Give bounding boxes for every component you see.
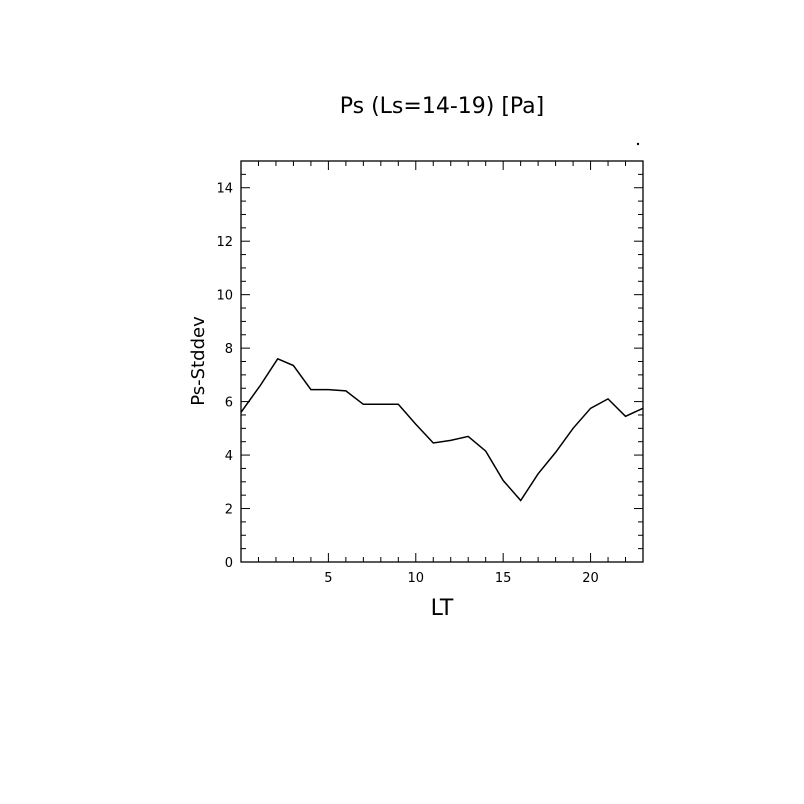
y-tick-label: 0 xyxy=(225,556,233,571)
x-tick-label: 10 xyxy=(408,571,425,586)
x-axis-label: LT xyxy=(431,596,454,621)
chart-title: Ps (Ls=14-19) [Pa] xyxy=(340,94,545,119)
y-tick-label: 8 xyxy=(225,342,233,357)
corner-dot xyxy=(636,142,640,146)
tick-labels: 5 10 15 20 0 2 4 6 8 10 12 14 xyxy=(216,182,598,586)
y-axis-label: Ps-Stddev xyxy=(188,316,209,406)
y-tick-label: 6 xyxy=(225,396,233,411)
x-tick-label: 5 xyxy=(324,571,332,586)
x-tick-label: 20 xyxy=(582,571,599,586)
y-tick-label: 10 xyxy=(216,289,233,304)
y-tick-label: 2 xyxy=(225,503,233,518)
y-tick-label: 12 xyxy=(216,235,233,250)
y-tick-label: 4 xyxy=(225,449,233,464)
y-tick-label: 14 xyxy=(216,182,233,197)
plot-frame xyxy=(240,160,644,563)
x-tick-label: 15 xyxy=(495,571,512,586)
series-line xyxy=(240,357,644,502)
ticks xyxy=(241,161,643,562)
